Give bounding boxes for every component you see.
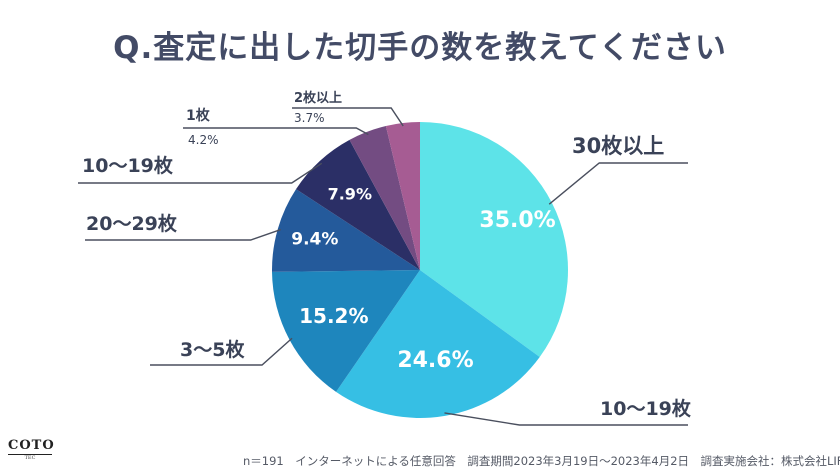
leader-line (548, 162, 688, 205)
pie-slice (420, 122, 568, 357)
slice-percent-label: 3.7% (294, 111, 325, 125)
slice-category-label: 20〜29枚 (86, 212, 178, 235)
slice-percent-label: 15.2% (299, 304, 368, 328)
leader-line (150, 337, 293, 366)
pie-slice (349, 125, 420, 271)
chart-title: Q.査定に出した切手の数を教えてください (113, 30, 727, 66)
survey-footnote: n＝191 インターネットによる任意回答 調査期間2023年3月19日〜2023… (243, 454, 840, 468)
logo-rule (8, 454, 52, 455)
leader-line (444, 412, 688, 426)
slice-category-label: 1枚 (186, 107, 211, 124)
slice-percent-label: 7.9% (328, 184, 372, 203)
slice-percent-label: 9.4% (291, 229, 338, 249)
slice-percent-label: 35.0% (479, 208, 555, 233)
logo-word: COTO (8, 438, 55, 453)
pie-slice (272, 189, 420, 272)
pie-slice (296, 139, 420, 270)
slice-category-label: 10〜19枚 (82, 154, 174, 177)
slice-category-label: 2枚以上 (294, 90, 342, 106)
leader-line (78, 162, 323, 184)
slice-category-label: 3〜5枚 (180, 338, 245, 361)
logo-sub: TEC (24, 455, 36, 461)
pie-slice (385, 122, 420, 270)
leader-line (85, 228, 281, 241)
pie-slice (336, 270, 540, 418)
coto-logo: COTO TEC (8, 438, 54, 468)
leader-line (183, 127, 369, 136)
pie-slice (272, 270, 420, 392)
slice-percent-label: 4.2% (188, 133, 219, 147)
slice-category-label: 10〜19枚 (600, 397, 692, 420)
leader-line (292, 107, 404, 127)
slice-category-label: 30枚以上 (572, 134, 664, 158)
slice-percent-label: 24.6% (397, 348, 473, 373)
